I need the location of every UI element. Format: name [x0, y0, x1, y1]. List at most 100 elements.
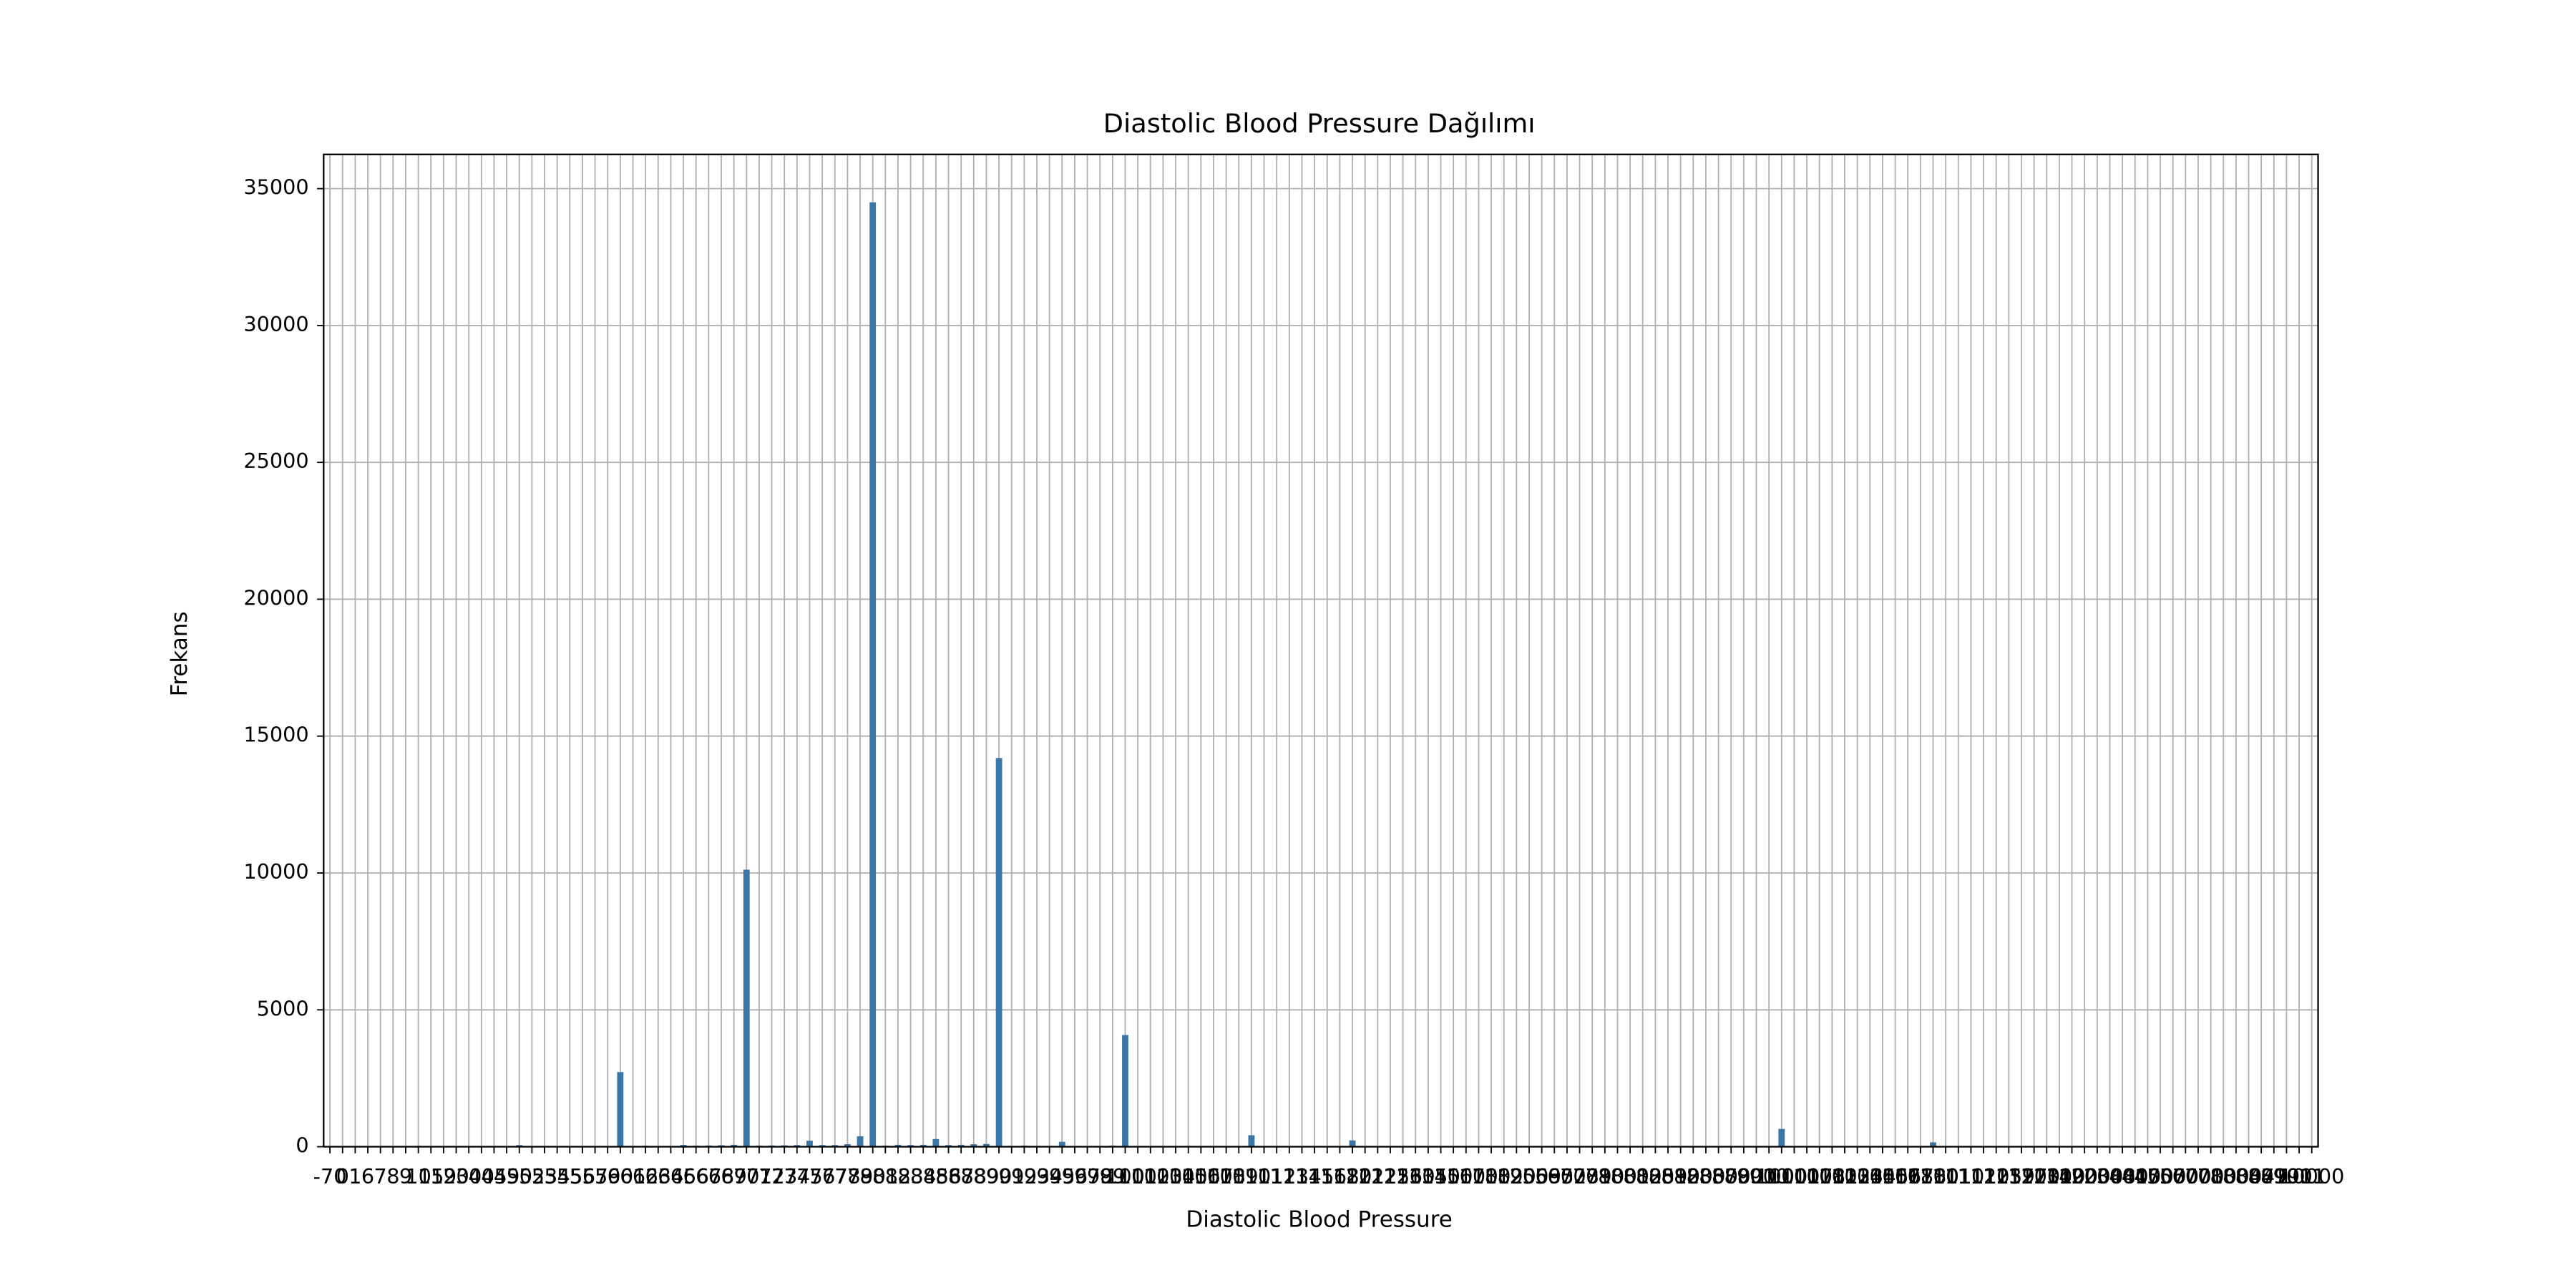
x-tick-label: 56 — [570, 1164, 596, 1189]
x-tick-label: 101 — [1118, 1164, 1158, 1189]
x-tick-label: 709 — [1573, 1164, 1612, 1189]
x-tick-label: 1177 — [1995, 1164, 2047, 1189]
bar — [743, 869, 750, 1147]
x-tick-label: 55 — [557, 1164, 583, 1189]
x-tick-label: 0 — [336, 1164, 349, 1189]
x-tick-label: 49 — [494, 1164, 520, 1189]
y-tick-label: 35000 — [243, 175, 308, 200]
x-tick-label: 1200 — [2008, 1164, 2060, 1189]
x-tick-label: 64 — [658, 1164, 684, 1189]
x-tick-label: 900 — [1737, 1164, 1776, 1189]
y-tick-label: 10000 — [243, 859, 308, 884]
x-tick-label: 121 — [1345, 1164, 1385, 1189]
x-tick-label: 820 — [1674, 1164, 1713, 1189]
x-tick-label: 120 — [1333, 1164, 1372, 1189]
x-tick-label: 1022 — [1819, 1164, 1871, 1189]
x-tick-label: 8044 — [2223, 1164, 2275, 1189]
x-tick-label: 19 — [431, 1164, 457, 1189]
x-tick-label: 71 — [746, 1164, 773, 1189]
y-tick-label: 25000 — [243, 449, 308, 473]
x-tick-label: 4100 — [2122, 1164, 2174, 1189]
x-tick-label: 1 — [348, 1164, 361, 1189]
x-tick-label: 1125 — [1970, 1164, 2022, 1189]
x-tick-label: 850 — [1699, 1164, 1738, 1189]
x-tick-label: 1211 — [2021, 1164, 2073, 1189]
x-tick-label: 110 — [1232, 1164, 1272, 1189]
x-tick-label: 7 — [374, 1164, 387, 1189]
x-tick-label: 82 — [885, 1164, 912, 1189]
x-tick-label: 20 — [443, 1164, 469, 1189]
x-tick-label: 74 — [784, 1164, 811, 1189]
x-tick-label: 4700 — [2135, 1164, 2187, 1189]
x-tick-label: 106 — [1181, 1164, 1221, 1189]
bar — [932, 1138, 940, 1147]
x-tick-label: 109 — [1219, 1164, 1259, 1189]
x-tick-label: 7100 — [2197, 1164, 2250, 1189]
x-tick-label: 84 — [910, 1164, 937, 1189]
x-tick-label: 880 — [1724, 1164, 1764, 1189]
grid — [323, 154, 2318, 1148]
x-tick-label: 99 — [1100, 1164, 1126, 1189]
x-tick-label: 111 — [1244, 1164, 1284, 1189]
x-tick-label: 4000 — [2109, 1164, 2161, 1189]
x-tick-label: 40 — [469, 1164, 495, 1189]
x-tick-label: 809 — [1649, 1164, 1688, 1189]
x-tick-label: 67 — [696, 1164, 722, 1189]
x-tick-label: 98 — [1087, 1164, 1113, 1189]
x-tick-label: 6 — [361, 1164, 374, 1189]
bar — [680, 1145, 687, 1147]
x-tick-label: 70 — [733, 1164, 760, 1189]
x-tick-label: 2088 — [2084, 1164, 2136, 1189]
y-tick-label: 0 — [296, 1133, 308, 1158]
y-axis-label: Frekans — [167, 611, 192, 696]
x-tick-label: 114 — [1282, 1164, 1322, 1189]
x-tick-label: 3000 — [2097, 1164, 2149, 1189]
y-tick-label: 30000 — [243, 312, 308, 336]
x-tick-label: 8 — [386, 1164, 399, 1189]
x-tick-label: 92 — [1011, 1164, 1038, 1189]
x-tick-label: 150 — [1434, 1164, 1473, 1189]
x-tick-label: 140 — [1421, 1164, 1460, 1189]
x-tick-label: 63 — [645, 1164, 672, 1189]
x-tick-label: 116 — [1307, 1164, 1347, 1189]
x-tick-label: 1007 — [1781, 1164, 1833, 1189]
x-tick-label: 104 — [1156, 1164, 1196, 1189]
bar — [957, 1144, 965, 1147]
x-tick-label: 200 — [1510, 1164, 1549, 1189]
x-tick-label: 8099 — [2248, 1164, 2300, 1189]
y-tick-label: 20000 — [243, 585, 308, 610]
x-tick-label: 10000 — [2279, 1164, 2344, 1189]
x-tick-label: 83 — [897, 1164, 924, 1189]
x-tick-label: 108 — [1206, 1164, 1246, 1189]
x-tick-label: 53 — [532, 1164, 558, 1189]
x-tick-label: 59 — [595, 1164, 621, 1189]
x-tick-label: 57 — [582, 1164, 608, 1189]
x-tick-label: 910 — [1750, 1164, 1789, 1189]
x-tick-label: 800 — [1598, 1164, 1637, 1189]
x-tick-label: 76 — [809, 1164, 836, 1189]
x-tick-label: 135 — [1408, 1164, 1448, 1189]
y-tick-label: 15000 — [243, 723, 308, 747]
x-tick-label: 130 — [1396, 1164, 1435, 1189]
bar — [894, 1144, 902, 1147]
x-tick-label: 45 — [481, 1164, 507, 1189]
x-tick-label: 1055 — [1856, 1164, 1908, 1189]
x-tick-label: 90 — [986, 1164, 1013, 1189]
x-tick-label: 1088 — [1894, 1164, 1946, 1189]
x-tick-label: 112 — [1257, 1164, 1297, 1189]
x-tick-label: 9011 — [2273, 1164, 2326, 1189]
x-tick-label: 122 — [1358, 1164, 1397, 1189]
x-tick-label: 810 — [1661, 1164, 1700, 1189]
x-tick-label: 100 — [1106, 1164, 1145, 1189]
x-tick-label: 170 — [1459, 1164, 1498, 1189]
x-tick-label: 62 — [633, 1164, 659, 1189]
x-tick-label: 87 — [948, 1164, 975, 1189]
x-tick-label: 80 — [859, 1164, 886, 1189]
x-tick-label: 30 — [456, 1164, 482, 1189]
x-tick-label: 69 — [721, 1164, 747, 1189]
x-tick-label: -70 — [313, 1164, 347, 1189]
x-tick-label: 1044 — [1844, 1164, 1896, 1189]
